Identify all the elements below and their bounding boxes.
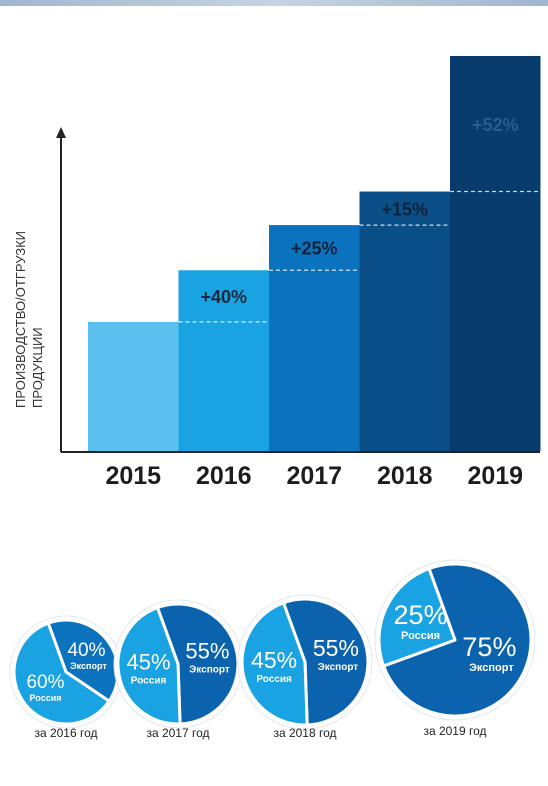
pie-russia-label: Россия bbox=[256, 674, 292, 685]
pie-slice-export bbox=[46, 618, 120, 703]
bars-group bbox=[88, 55, 541, 452]
growth-label-2017: +25% bbox=[291, 239, 338, 259]
bar-2015 bbox=[88, 321, 179, 451]
pie-slice-export bbox=[382, 562, 533, 718]
pie-caption: за 2016 год bbox=[34, 726, 97, 740]
production-bar-chart: +40% +25% +15% +52% 2015 2016 2017 2018 2019 ПР… bbox=[13, 55, 541, 490]
pie-export-percent: 40% bbox=[67, 640, 105, 661]
x-tick-label-2017: 2017 bbox=[286, 462, 342, 490]
pie-за-2018-год: 55%Экспорт 45%Россия за 2018 год bbox=[237, 594, 373, 740]
pie-export-label: Экспорт bbox=[469, 662, 514, 674]
y-axis-arrow-icon bbox=[56, 127, 66, 138]
pie-за-2019-год: 75%Экспорт 25%Россия за 2019 год bbox=[374, 559, 536, 738]
x-tick-labels-group: 2015 2016 2017 2018 2019 bbox=[105, 462, 523, 490]
bar-2018 bbox=[359, 191, 450, 451]
y-axis-title-line-1: ПРОИЗВОДСТВО/ОТГРУЗКИ bbox=[13, 231, 28, 408]
pie-export-percent: 75% bbox=[462, 632, 516, 662]
pie-russia-percent: 45% bbox=[127, 650, 171, 675]
pie-russia-label: Россия bbox=[131, 676, 167, 687]
growth-label-2019: +52% bbox=[472, 115, 519, 135]
pie-export-label: Экспорт bbox=[189, 664, 230, 675]
pie-export-percent: 55% bbox=[185, 638, 229, 663]
pie-slice-russia bbox=[377, 567, 457, 668]
pie-slice-russia bbox=[240, 601, 309, 727]
x-tick-label-2019: 2019 bbox=[467, 462, 523, 490]
pie-slice-export bbox=[155, 602, 240, 726]
pie-russia-percent: 25% bbox=[394, 600, 448, 630]
growth-label-2016: +40% bbox=[200, 287, 247, 307]
x-tick-label-2015: 2015 bbox=[105, 462, 161, 490]
x-tick-label-2018: 2018 bbox=[377, 462, 433, 490]
pie-export-percent: 55% bbox=[313, 635, 359, 661]
x-tick-label-2016: 2016 bbox=[196, 462, 252, 490]
pie-russia-label: Россия bbox=[30, 693, 62, 703]
pie-за-2016-год: 40%Экспорт 60%Россия за 2016 год bbox=[9, 615, 123, 740]
pie-russia-label: Россия bbox=[401, 630, 440, 642]
bar-2017 bbox=[269, 225, 360, 451]
growth-label-2018: +15% bbox=[381, 199, 428, 219]
pie-slice-russia bbox=[12, 621, 111, 726]
y-axis-title-line-2: ПРОДУКЦИИ bbox=[30, 327, 45, 408]
bar-2016 bbox=[178, 270, 269, 451]
pie-за-2017-год: 55%Экспорт 45%Россия за 2017 год bbox=[113, 599, 243, 740]
pie-caption: за 2017 год bbox=[146, 726, 209, 740]
pie-export-label: Экспорт bbox=[70, 661, 107, 671]
top-decorative-band bbox=[0, 0, 548, 6]
y-axis-title: ПРОИЗВОДСТВО/ОТГРУЗКИ ПРОДУКЦИИ bbox=[13, 227, 45, 408]
growth-labels-group: +40% +25% +15% +52% bbox=[200, 115, 518, 307]
pie-caption: за 2019 год bbox=[423, 724, 486, 738]
pie-slice-russia bbox=[116, 606, 182, 726]
pie-russia-percent: 60% bbox=[26, 672, 64, 693]
pie-russia-percent: 45% bbox=[251, 647, 297, 673]
pie-export-label: Экспорт bbox=[318, 662, 359, 673]
pie-caption: за 2018 год bbox=[273, 726, 336, 740]
bar-2019 bbox=[450, 55, 541, 452]
pie-slice-export bbox=[281, 597, 370, 727]
